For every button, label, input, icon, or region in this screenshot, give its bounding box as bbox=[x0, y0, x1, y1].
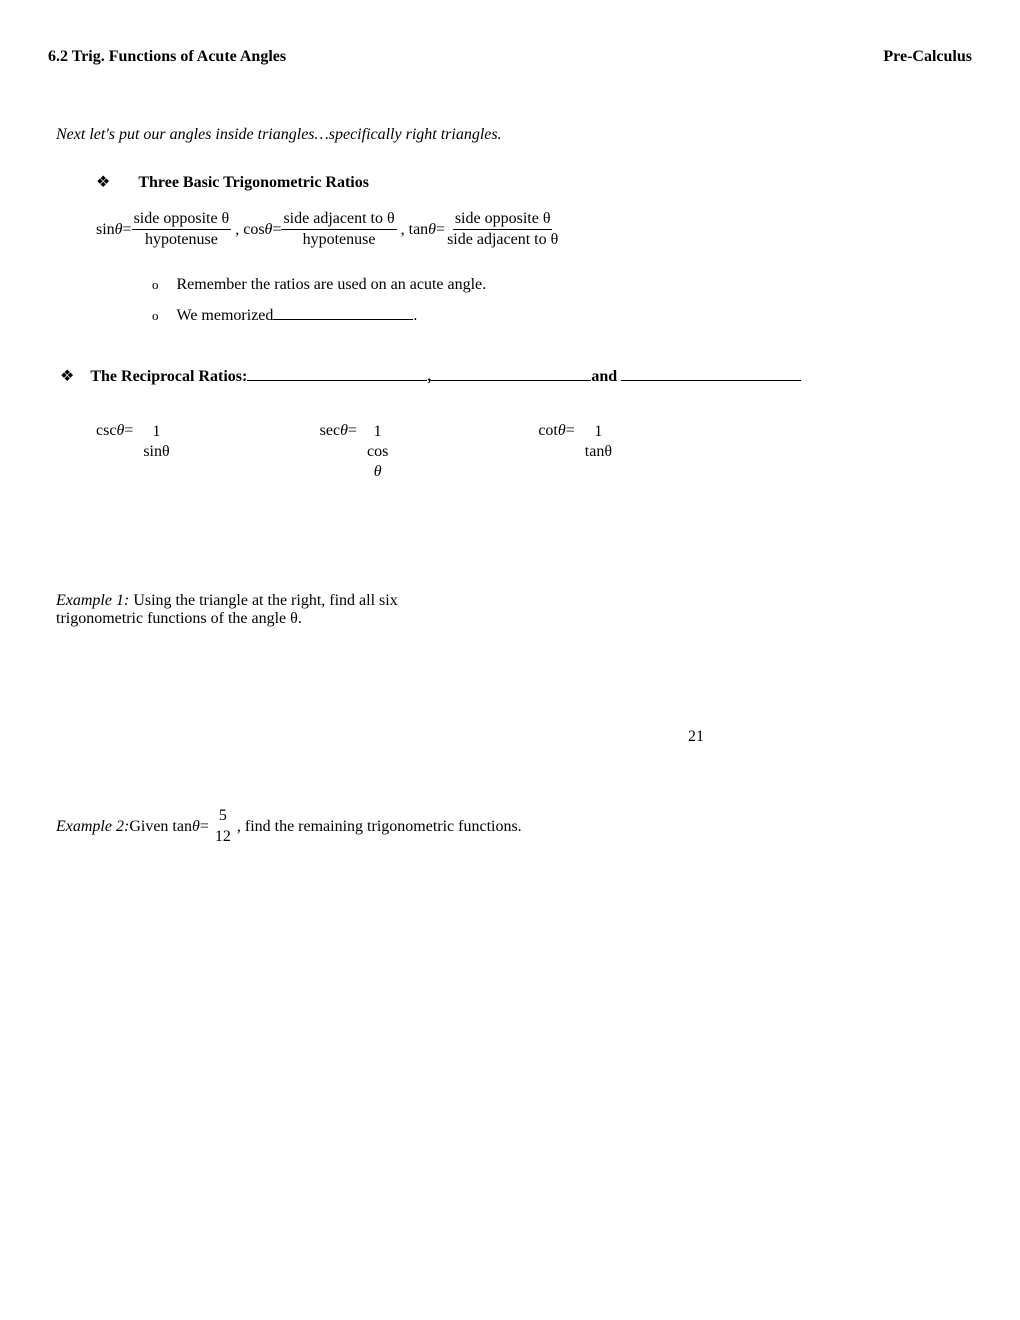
theta: θ bbox=[192, 818, 200, 836]
page-header: 6.2 Trig. Functions of Acute Angles Pre-… bbox=[48, 48, 972, 66]
triangle-side-value: 21 bbox=[688, 728, 972, 746]
section2-title: The Reciprocal Ratios: bbox=[90, 368, 247, 386]
equals: = bbox=[200, 818, 209, 836]
theta: θ bbox=[265, 221, 273, 239]
theta: θ bbox=[428, 221, 436, 239]
intro-text: Next let's put our angles inside triangl… bbox=[56, 126, 972, 144]
csc-den: sinθ bbox=[143, 442, 169, 462]
blank-memorized bbox=[273, 304, 413, 320]
theta: θ bbox=[115, 221, 123, 239]
cos-label: cos bbox=[243, 221, 264, 239]
csc-label: csc bbox=[96, 422, 116, 440]
subpoint-2-text-b: . bbox=[413, 307, 417, 325]
section2-and: and bbox=[591, 368, 617, 386]
section1-title: Three Basic Trigonometric Ratios bbox=[138, 174, 369, 192]
theta: θ bbox=[116, 422, 124, 440]
section2-heading: ❖ The Reciprocal Ratios: , and bbox=[60, 365, 972, 386]
sec-num: 1 bbox=[374, 422, 382, 442]
cot-num: 1 bbox=[594, 422, 602, 442]
sin-numerator: side opposite θ bbox=[132, 210, 232, 230]
cot-den: tanθ bbox=[585, 442, 612, 462]
comma: , bbox=[235, 221, 239, 239]
cot-label: cot bbox=[538, 422, 558, 440]
equals: = bbox=[123, 221, 132, 239]
sin-label: sin bbox=[96, 221, 115, 239]
blank-recip-1 bbox=[247, 365, 427, 381]
section1-subpoints: o Remember the ratios are used on an acu… bbox=[152, 276, 972, 325]
example-2-text-b: , find the remaining trigonometric funct… bbox=[237, 818, 522, 836]
reciprocal-definitions: csc θ = 1 sinθ sec θ = 1 cos θ cot θ = 1… bbox=[96, 422, 972, 482]
section1-heading: ❖ Three Basic Trigonometric Ratios bbox=[96, 172, 972, 192]
sec-den-a: cos bbox=[367, 442, 388, 462]
sin-fraction: side opposite θ hypotenuse bbox=[132, 210, 232, 250]
equals: = bbox=[124, 422, 133, 440]
equals: = bbox=[348, 422, 357, 440]
circle-bullet-icon: o bbox=[152, 308, 159, 324]
tan-denominator: side adjacent to θ bbox=[445, 230, 560, 249]
diamond-bullet-icon: ❖ bbox=[96, 172, 110, 192]
header-right: Pre-Calculus bbox=[883, 48, 972, 66]
equals: = bbox=[436, 221, 445, 239]
subpoint-2: o We memorized . bbox=[152, 304, 972, 325]
blank-recip-3 bbox=[621, 365, 801, 381]
cos-ratio: cos θ = side adjacent to θ hypotenuse bbox=[243, 210, 396, 250]
example-1-text-a: Using the triangle at the right, find al… bbox=[133, 592, 397, 609]
sec-label: sec bbox=[320, 422, 340, 440]
circle-bullet-icon: o bbox=[152, 277, 159, 293]
example-1: Example 1: Using the triangle at the rig… bbox=[56, 592, 972, 628]
equals: = bbox=[566, 422, 575, 440]
theta: θ bbox=[558, 422, 566, 440]
diamond-bullet-icon: ❖ bbox=[60, 366, 74, 386]
cos-denominator: hypotenuse bbox=[301, 230, 378, 249]
basic-ratios: sin θ = side opposite θ hypotenuse , cos… bbox=[96, 210, 972, 250]
cot-def: cot θ = 1 tanθ bbox=[538, 422, 612, 482]
example-2-den: 12 bbox=[215, 827, 231, 848]
sec-den-b: θ bbox=[374, 462, 382, 482]
tan-label: tan bbox=[409, 221, 429, 239]
sin-ratio: sin θ = side opposite θ hypotenuse bbox=[96, 210, 231, 250]
cos-numerator: side adjacent to θ bbox=[281, 210, 396, 230]
cot-fraction: 1 tanθ bbox=[585, 422, 612, 462]
csc-fraction: 1 sinθ bbox=[143, 422, 169, 462]
blank-recip-2 bbox=[431, 365, 591, 381]
cos-fraction: side adjacent to θ hypotenuse bbox=[281, 210, 396, 250]
subpoint-2-text-a: We memorized bbox=[177, 307, 274, 325]
example-2-text-a: Given tan bbox=[129, 818, 192, 836]
csc-def: csc θ = 1 sinθ bbox=[96, 422, 170, 482]
sec-fraction: 1 cos θ bbox=[367, 422, 388, 482]
subpoint-1: o Remember the ratios are used on an acu… bbox=[152, 276, 972, 294]
subpoint-1-text: Remember the ratios are used on an acute… bbox=[177, 276, 487, 294]
example-1-label: Example 1: bbox=[56, 592, 129, 609]
header-left: 6.2 Trig. Functions of Acute Angles bbox=[48, 48, 286, 66]
example-2-num: 5 bbox=[219, 806, 227, 827]
comma: , bbox=[401, 221, 405, 239]
tan-numerator: side opposite θ bbox=[453, 210, 553, 230]
example-2-fraction: 5 12 bbox=[215, 806, 231, 848]
example-2-label: Example 2: bbox=[56, 818, 129, 836]
theta: θ bbox=[340, 422, 348, 440]
tan-fraction: side opposite θ side adjacent to θ bbox=[445, 210, 560, 250]
equals: = bbox=[272, 221, 281, 239]
example-2: Example 2: Given tan θ = 5 12 , find the… bbox=[56, 806, 972, 848]
example-1-text-b: trigonometric functions of the angle θ. bbox=[56, 610, 302, 627]
sin-denominator: hypotenuse bbox=[143, 230, 220, 249]
csc-num: 1 bbox=[153, 422, 161, 442]
tan-ratio: tan θ = side opposite θ side adjacent to… bbox=[409, 210, 561, 250]
sec-def: sec θ = 1 cos θ bbox=[320, 422, 389, 482]
